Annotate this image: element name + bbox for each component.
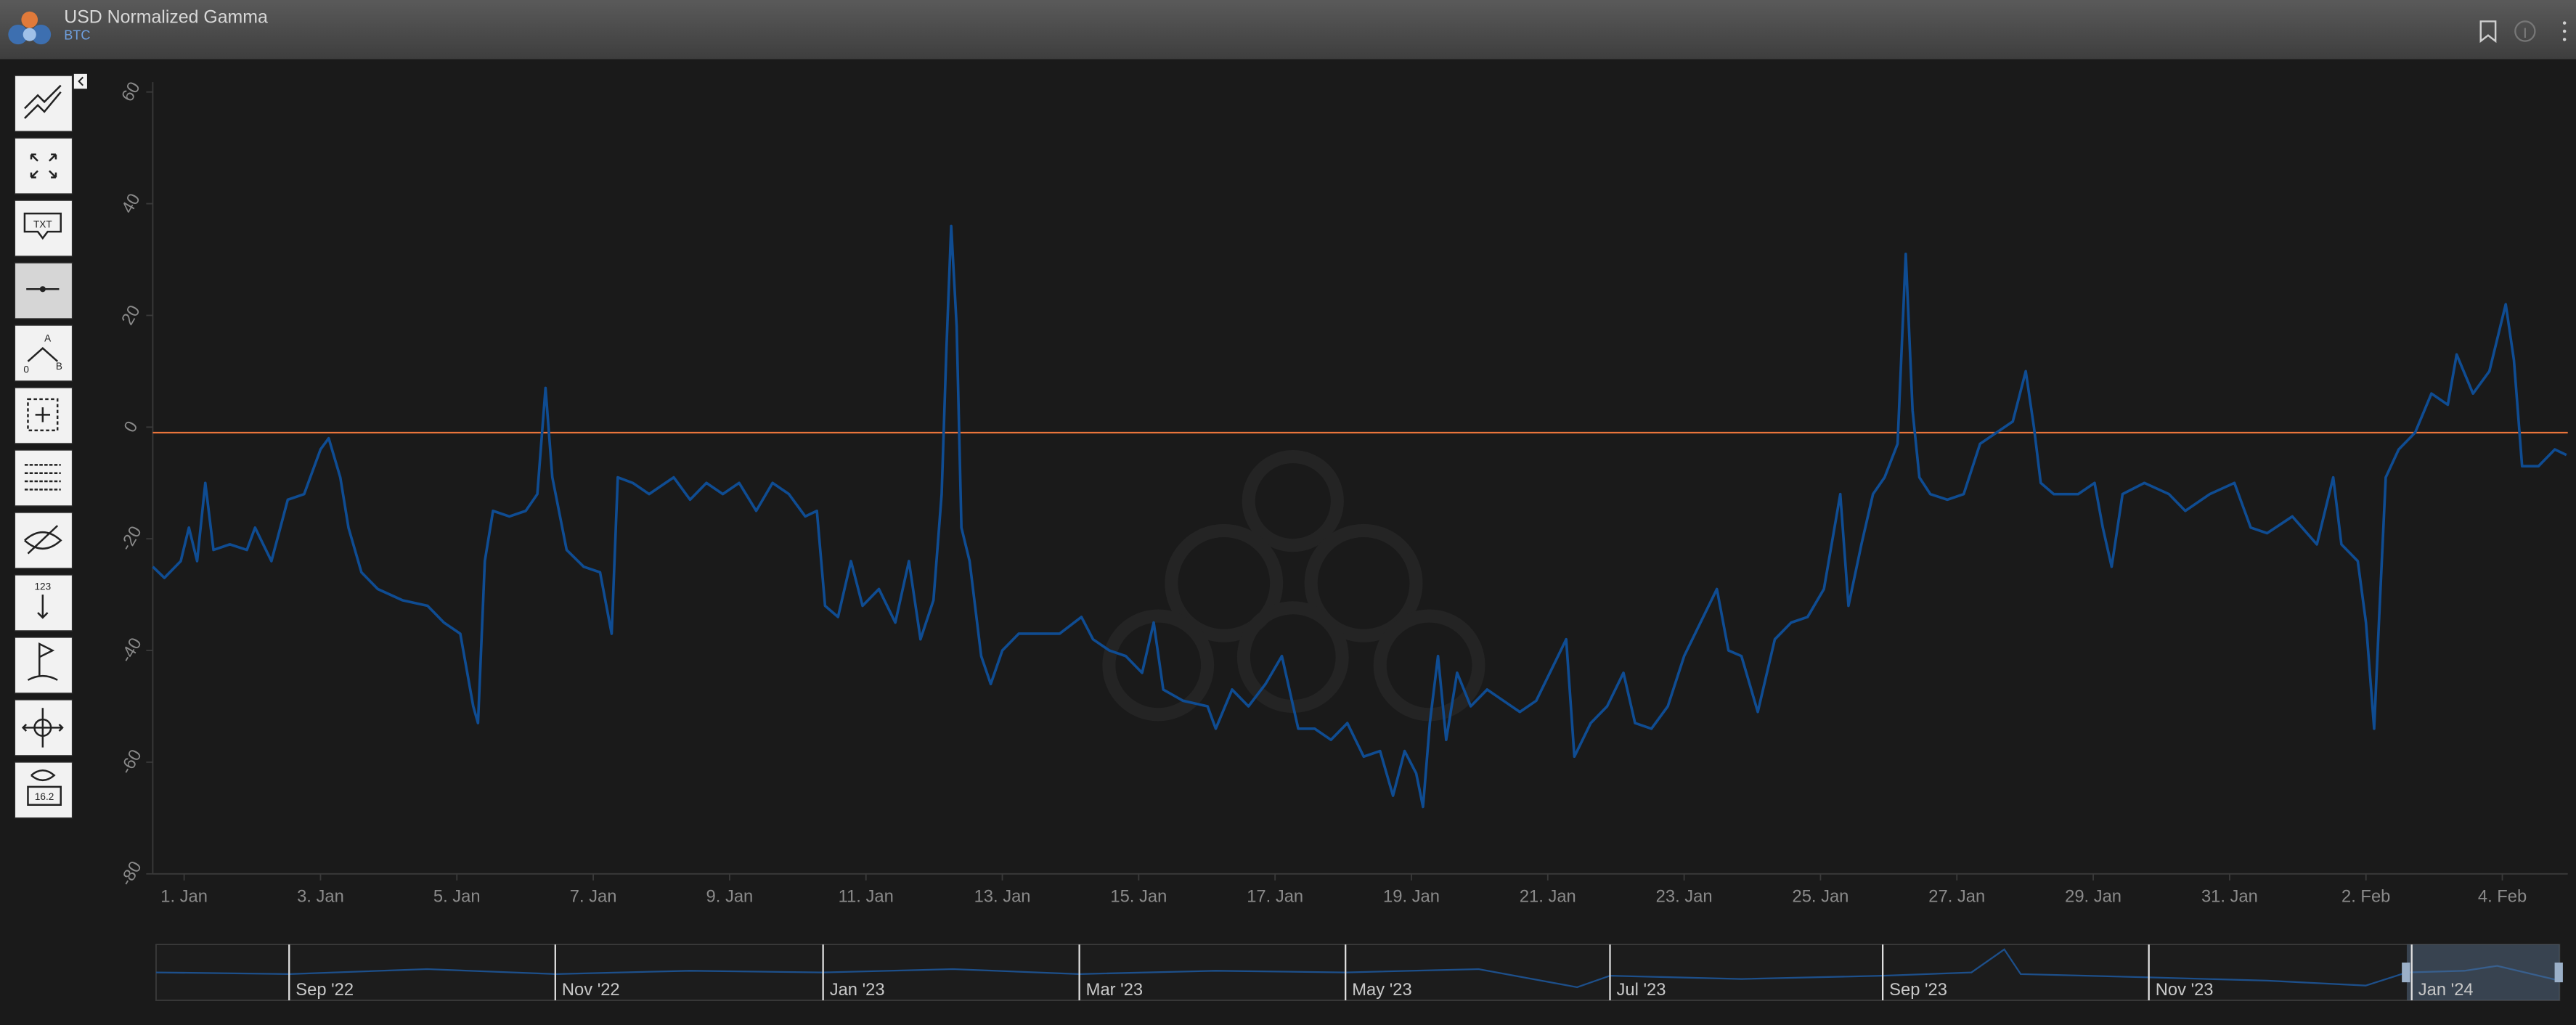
x-tick-label: 11. Jan (839, 886, 894, 906)
x-tick-label: 27. Jan (1928, 886, 1985, 906)
point-b: B (56, 361, 62, 372)
x-tick-label: 7. Jan (570, 886, 617, 906)
text-tool-label: TXT (33, 219, 52, 229)
menu-button[interactable] (2562, 21, 2567, 41)
navigator-label: Mar '23 (1086, 980, 1143, 1000)
navigator-handle[interactable] (2554, 962, 2563, 983)
navigator-label: Sep '23 (1889, 980, 1947, 1000)
data-line (152, 224, 2567, 809)
navigator-label: Nov '22 (562, 980, 620, 1000)
line-tool[interactable] (14, 262, 73, 319)
x-tick-label: 25. Jan (1792, 886, 1849, 906)
toolbar: TXT A 0 B 123 16.2 (14, 73, 87, 819)
x-tick-label: 31. Jan (2201, 886, 2258, 906)
navigator-label: May '23 (1352, 980, 1411, 1000)
fullscreen-tool[interactable] (14, 137, 73, 195)
navigator-label: Sep '22 (295, 980, 354, 1000)
count-tool-label: 123 (35, 581, 52, 592)
measure-tool[interactable] (14, 699, 73, 756)
x-tick-label: 5. Jan (433, 886, 481, 906)
x-tick-label: 13. Jan (974, 886, 1031, 906)
x-tick-label: 29. Jan (2065, 886, 2121, 906)
navigator: Sep '22 Nov '22 Jan '23 Mar '23 May '23 Jul '… (155, 944, 2563, 1001)
text-tool[interactable]: TXT (14, 200, 73, 257)
x-tick-label: 3. Jan (297, 886, 344, 906)
app-logo (8, 11, 52, 45)
hide-tool[interactable] (14, 512, 73, 569)
x-tick-label: 4. Feb (2478, 886, 2527, 906)
x-tick-label: 9. Jan (706, 886, 754, 906)
navigator-label: Jan '24 (2418, 980, 2474, 1000)
x-tick-label: 17. Jan (1247, 886, 1303, 906)
header-bar (0, 0, 2576, 60)
x-tick-label: 19. Jan (1383, 886, 1440, 906)
point-a: A (44, 333, 52, 344)
point-zero: 0 (23, 364, 29, 375)
count-tool[interactable]: 123 (14, 574, 73, 632)
annotation-tool-label: 16.2 (35, 791, 54, 802)
x-tick-label: 21. Jan (1520, 886, 1576, 906)
zoom-box-tool[interactable] (14, 387, 73, 444)
navigator-selection[interactable] (2406, 944, 2560, 1001)
fibonacci-tool[interactable]: A 0 B (14, 324, 73, 382)
collapse-toolbar[interactable] (73, 73, 87, 89)
chart-title: USD Normalized Gamma (64, 7, 268, 28)
navigator-label: Nov '23 (2156, 980, 2214, 1000)
flag-tool[interactable] (14, 637, 73, 694)
levels-tool[interactable] (14, 449, 73, 507)
navigator-handle[interactable] (2402, 962, 2410, 983)
chart-subtitle: BTC (64, 28, 90, 42)
navigator-label: Jul '23 (1617, 980, 1666, 1000)
x-tick-label: 23. Jan (1656, 886, 1713, 906)
x-tick-label: 2. Feb (2341, 886, 2390, 906)
x-tick-label: 1. Jan (160, 886, 208, 906)
navigator-label: Jan '23 (830, 980, 885, 1000)
bookmark-button[interactable] (2479, 20, 2497, 44)
trend-tool[interactable] (14, 75, 73, 132)
annotation-tool[interactable]: 16.2 (14, 761, 73, 819)
info-button[interactable] (2514, 20, 2536, 42)
x-tick-label: 15. Jan (1110, 886, 1167, 906)
